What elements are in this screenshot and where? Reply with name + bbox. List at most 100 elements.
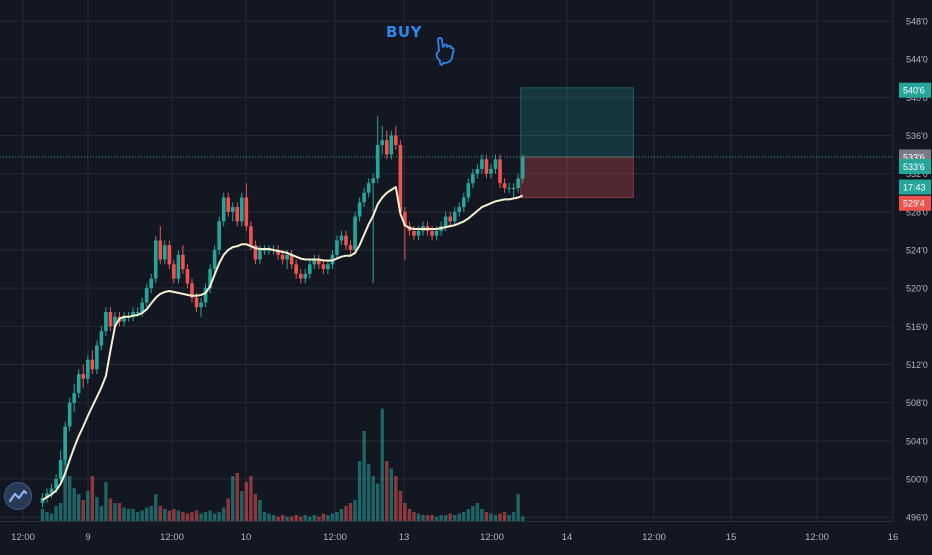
candle [99,326,104,351]
price-label-text: 17:43 [903,183,926,193]
candle-body [244,197,249,227]
volume-bar [308,516,312,521]
candle-body [108,312,113,327]
volume-bar [67,476,72,521]
candle [244,183,249,231]
time-axis[interactable]: 12:00 9 12:00 10 12:00 13 12:00 14 12:00 15 12:00 1… [0,521,898,544]
price-tick-label: 544'0 [906,55,928,65]
candle-body [285,254,289,260]
candle-body [113,316,117,327]
volume-bar [448,513,452,521]
candle [353,211,357,255]
volume-bar [299,516,303,521]
candle-body [58,459,63,480]
candle [240,192,244,227]
candle-body [54,479,58,489]
logo-badge[interactable] [4,482,32,510]
volume-bar [135,512,140,521]
candle [344,230,348,251]
candle [90,350,95,375]
volume-bar [244,482,249,521]
price-tick-label: 548'0 [906,16,928,26]
candle-body [280,254,285,260]
candle [158,226,163,265]
price-tick-label: 540'0 [906,93,928,103]
volume-bar [154,494,158,521]
price-label-bg [899,179,931,195]
candle-body [104,312,108,332]
candle [326,259,330,274]
candle [86,354,90,384]
candle [448,211,452,227]
vwap-line [41,186,524,501]
volume-bar [40,509,45,521]
volume-bar [212,513,217,521]
candle-body [86,359,90,379]
buy-annotation[interactable]: BUY [386,23,422,41]
candle-body [489,168,493,174]
volume-bar [493,515,498,521]
candle-body [49,488,54,494]
candle-body [122,316,126,322]
candle-body [135,312,140,314]
candle [253,240,258,265]
candle-body [344,235,348,246]
price-tick-label: 500'0 [906,475,928,485]
volume-bar [425,515,430,521]
candle-body [67,402,72,427]
volume-bar [294,515,298,521]
volume-bar [253,494,258,521]
candle-body [226,197,231,212]
candle-body [321,264,326,270]
volume-bar [185,513,190,521]
candle [289,250,294,270]
candle-body [362,192,366,203]
time-tick-label: 10 [241,532,252,543]
candle-body [434,230,439,236]
candle-body [307,264,312,274]
volume-bar [90,476,95,521]
volume-bar [348,503,353,521]
candle-body [90,359,95,370]
volume-bar [335,512,339,521]
volume-bar [122,507,126,521]
volume-bar [262,512,267,521]
price-tick-label: 524'0 [906,246,928,256]
price-axis[interactable]: 548'0 544'0 540'0 536'0 532'0 528'0 524'0 520'0… [899,16,931,523]
candle [321,259,326,274]
candle-body [461,197,466,208]
volume-bar [457,513,461,521]
candle-body [45,493,49,499]
volume-bar [430,515,434,521]
candle [303,269,308,284]
candle-body [221,197,226,222]
candle [217,216,221,255]
candle-body [312,259,317,265]
candle [294,259,298,279]
long-position-tool[interactable] [520,87,634,199]
candle-body [298,273,303,279]
volume-bar [222,507,226,521]
candle-body [452,211,457,222]
candle-body [507,187,511,189]
candle [226,192,231,217]
candle-body [258,250,262,260]
candle [203,283,208,308]
candle-body [520,156,525,179]
candle-body [253,245,258,260]
volume-bar [344,506,348,521]
volume-bar [208,510,212,521]
candle-body [276,250,280,255]
candle [230,202,235,222]
hand-pointer-icon[interactable] [432,36,456,66]
candle-body [153,240,158,279]
time-tick-label: 12:00 [11,532,35,543]
candle-body [457,207,462,212]
price-tick-label: 508'0 [906,398,928,408]
candle [498,154,502,188]
candle [49,483,54,499]
volume-bar [471,506,475,521]
volume-bar [416,513,421,521]
